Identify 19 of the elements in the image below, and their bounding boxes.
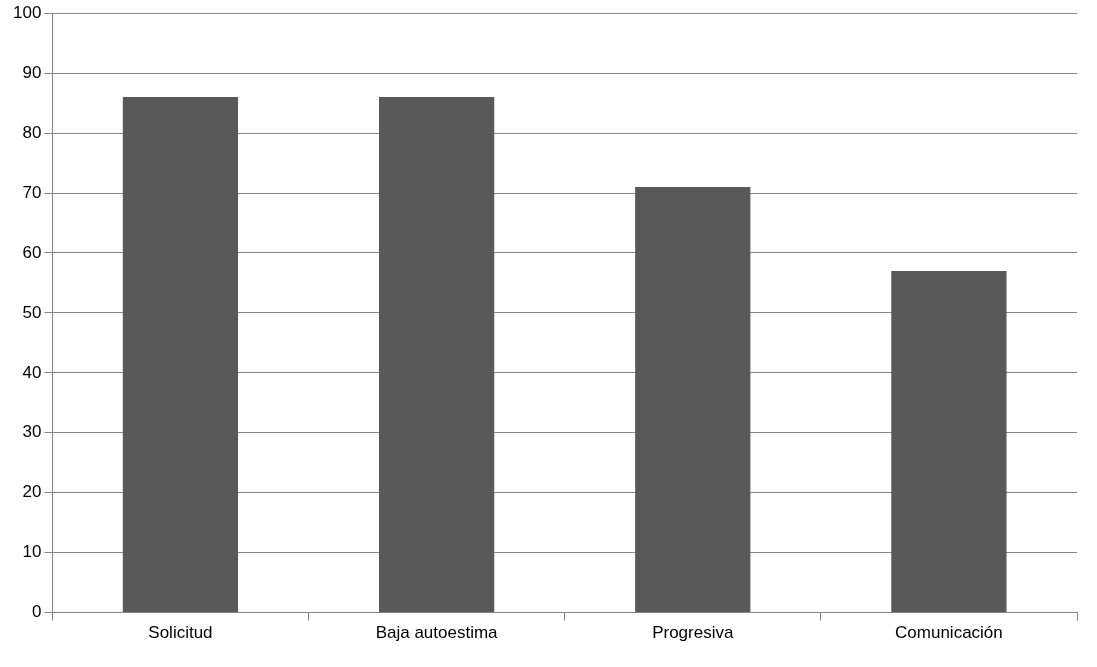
bar (378, 97, 495, 613)
x-tick-label: Comunicación (895, 623, 1003, 643)
y-tick-label: 40 (22, 362, 42, 382)
y-tick-label: 80 (22, 122, 42, 142)
y-tick-label: 10 (22, 542, 42, 562)
bar (891, 270, 1007, 613)
y-tick-label: 90 (22, 62, 42, 82)
y-tick-label: 60 (22, 242, 42, 262)
bar (635, 187, 751, 613)
y-tick-label: 100 (12, 2, 42, 22)
y-tick-label: 70 (22, 182, 42, 202)
x-tick-label: Solicitud (148, 623, 213, 643)
y-tick-label: 30 (22, 422, 42, 442)
x-tick-label: Baja autoestima (375, 623, 499, 643)
bar (122, 97, 239, 613)
y-tick-label: 0 (31, 602, 42, 622)
x-tick-label: Progresiva (652, 623, 734, 643)
y-tick-label: 50 (22, 302, 42, 322)
y-tick-label: 20 (22, 482, 42, 502)
